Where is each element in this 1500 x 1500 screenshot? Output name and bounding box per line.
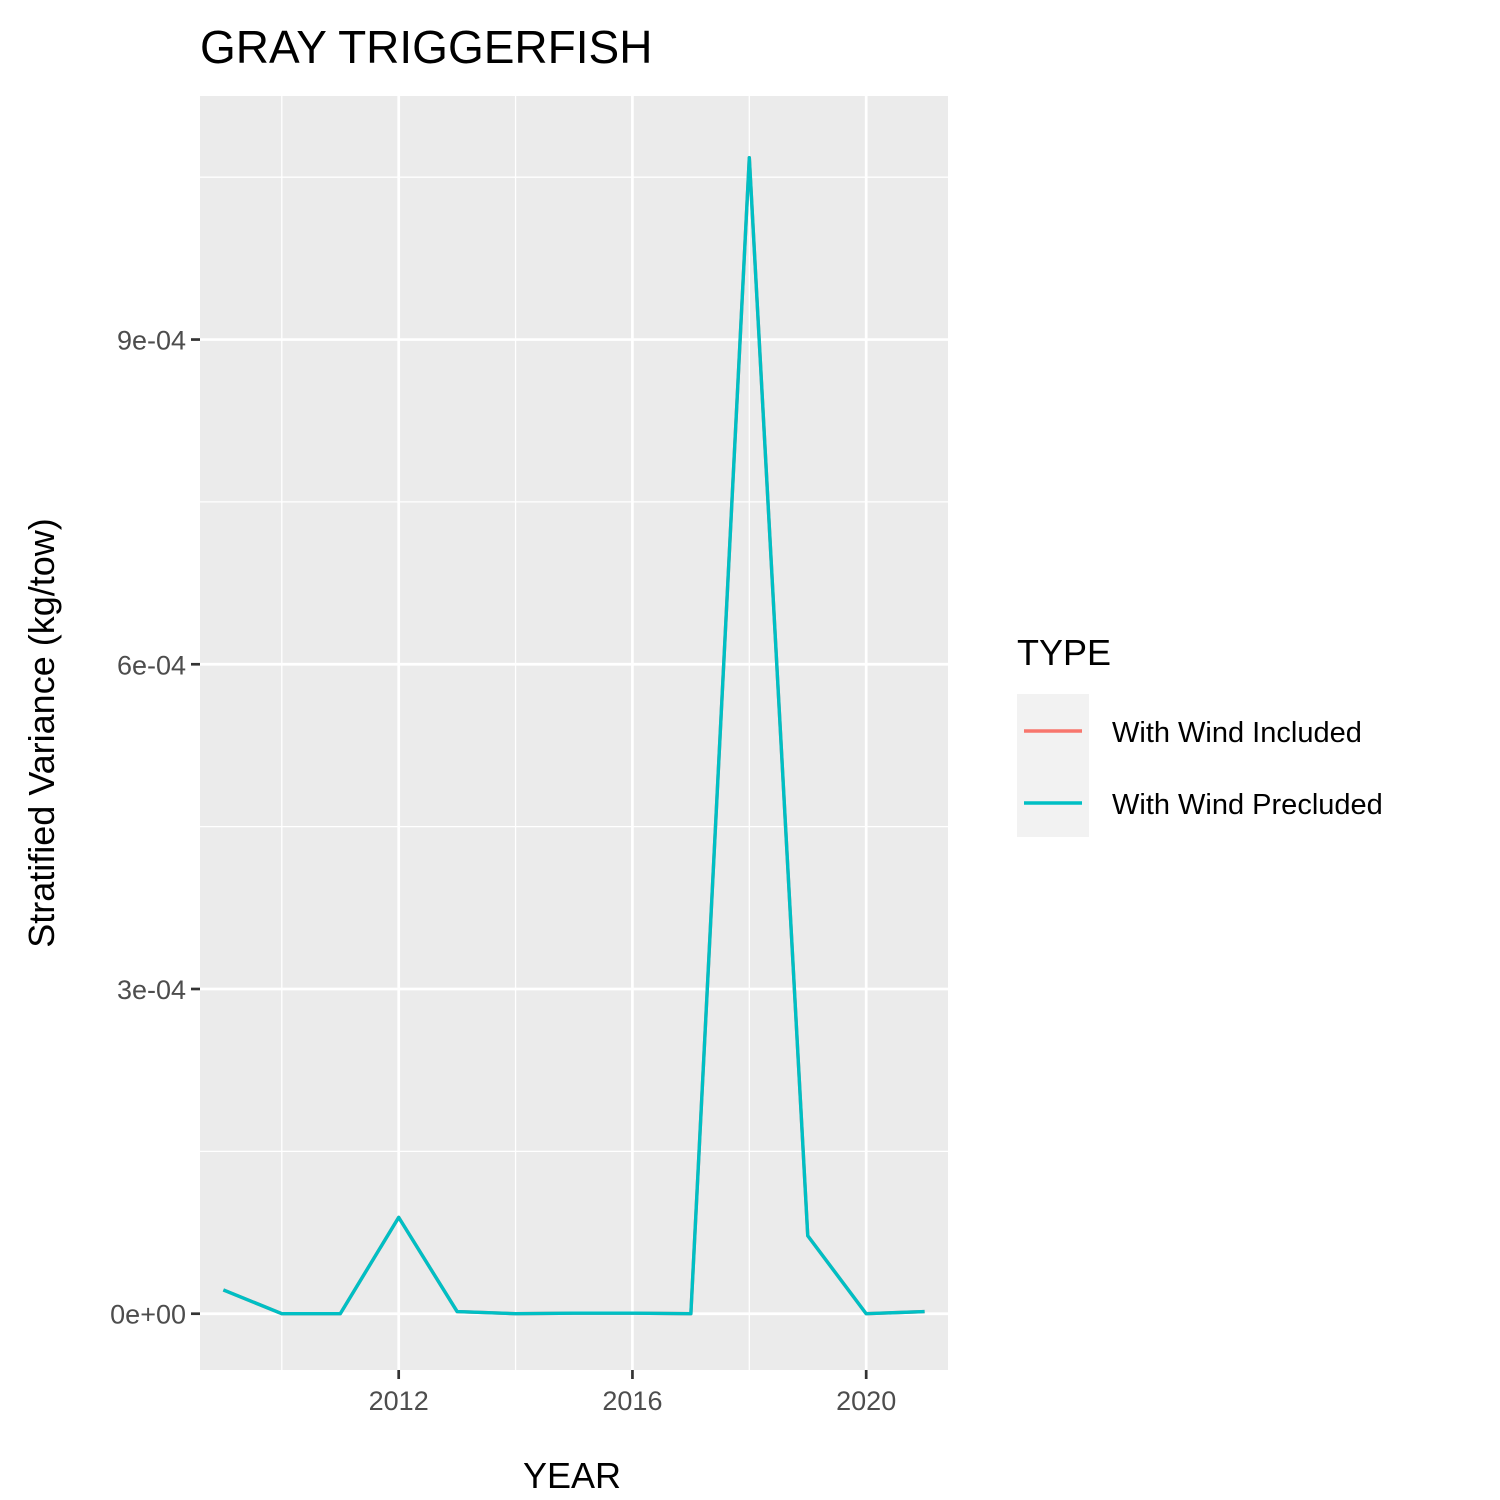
x-tick-label-0: 2012	[369, 1386, 429, 1416]
y-tick-label-1: 3e-04	[117, 975, 186, 1005]
chart-title: GRAY TRIGGERFISH	[200, 21, 652, 73]
legend-label-0: With Wind Included	[1112, 717, 1362, 749]
x-tick-label-2: 2020	[836, 1386, 896, 1416]
y-axis: 0e+00 3e-04 6e-04 9e-04	[110, 326, 200, 1330]
y-axis-title: Stratified Variance (kg/tow)	[21, 518, 62, 948]
x-axis: 2012 2016 2020	[369, 1370, 896, 1416]
x-axis-title: YEAR	[523, 1455, 621, 1496]
y-tick-label-0: 0e+00	[110, 1300, 186, 1330]
series-line-1	[222, 155, 925, 1316]
y-tick-label-3: 9e-04	[117, 326, 186, 356]
legend-title: TYPE	[1017, 632, 1111, 673]
x-tick-label-1: 2016	[602, 1386, 662, 1416]
legend-key-background	[1017, 694, 1089, 837]
y-tick-label-2: 6e-04	[117, 650, 186, 680]
plot-panel	[200, 96, 948, 1370]
panel-background	[200, 96, 948, 1370]
legend: TYPE With Wind Included With Wind Preclud…	[1017, 632, 1383, 837]
legend-label-1: With Wind Precluded	[1112, 789, 1383, 821]
